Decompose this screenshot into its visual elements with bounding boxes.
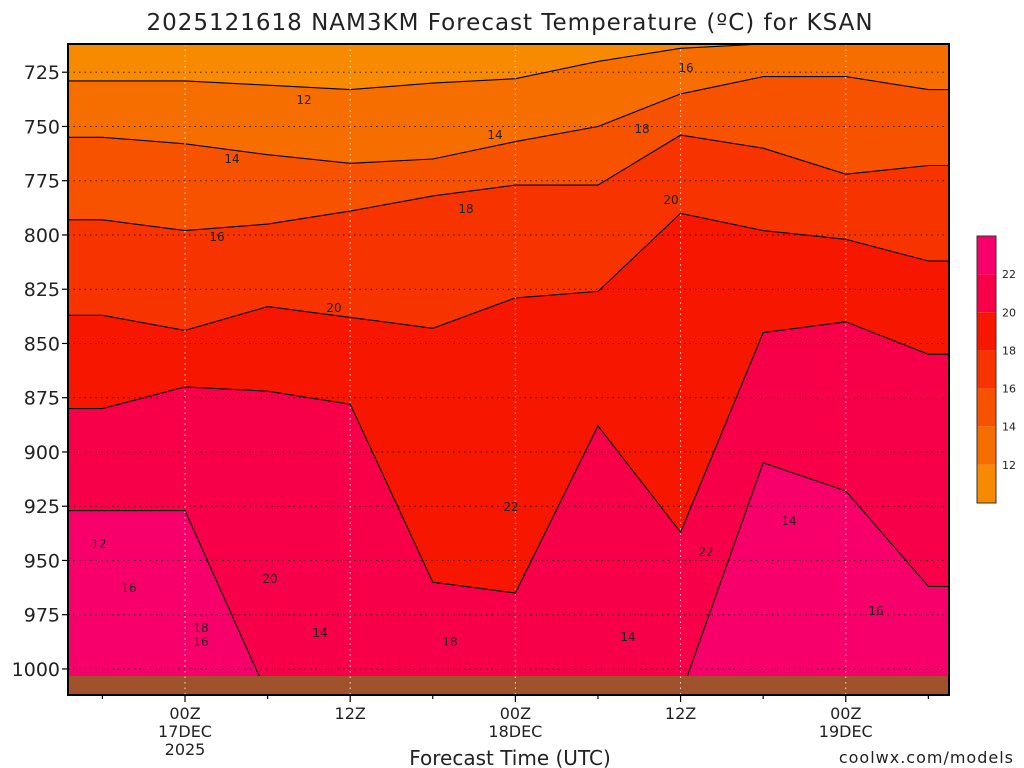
y-axis: 725 750 775 800 825 850 875 900 925 950 975 1000: [12, 62, 68, 681]
legend-swatch: [977, 274, 996, 313]
legend-swatch: [977, 464, 996, 503]
grid-lines: [68, 44, 949, 695]
ytick-label: 925: [24, 496, 60, 518]
xtick-label: 12Z: [335, 704, 366, 723]
x-axis-title: Forecast Time (UTC): [409, 746, 611, 768]
contour-label: 22: [698, 545, 713, 559]
legend-swatch: [977, 312, 996, 351]
contour-label: 14: [487, 128, 502, 142]
ground-mask: [68, 676, 949, 695]
legend-swatch: [977, 388, 996, 427]
contour-label: 14: [224, 152, 239, 166]
ytick-label: 800: [24, 225, 60, 247]
xtick-label: 17DEC: [158, 722, 212, 741]
ytick-label: 725: [24, 62, 60, 84]
legend-label: 12: [1002, 459, 1016, 472]
contour-label: 14: [781, 514, 796, 528]
legend-label: 20: [1002, 306, 1016, 319]
ytick-label: 900: [24, 442, 60, 464]
isotherm-20: [68, 321, 949, 594]
contour-label: 12: [296, 93, 311, 107]
contour-label: 16: [868, 604, 883, 618]
contour-label: 16: [209, 230, 224, 244]
isotherm-16: [68, 134, 949, 232]
ytick-label: 825: [24, 279, 60, 301]
xtick-label: 00Z: [500, 704, 531, 723]
plot-frame: [67, 43, 950, 696]
legend-swatch: [977, 350, 996, 389]
xtick-label: 2025: [165, 740, 206, 759]
contour-label: 18: [458, 202, 473, 216]
contour-label: 18: [193, 621, 208, 635]
contour-label: 20: [262, 572, 277, 586]
contour-label: 14: [620, 630, 635, 644]
ytick-label: 775: [24, 171, 60, 193]
xtick-label: 19DEC: [819, 722, 873, 741]
legend-swatch: [977, 236, 996, 275]
contour-label: 22: [503, 500, 518, 514]
legend-label: 14: [1002, 421, 1016, 434]
xtick-label: 12Z: [665, 704, 696, 723]
contour-label: 16: [678, 61, 693, 75]
ytick-label: 950: [24, 550, 60, 572]
temperature-bands: [68, 44, 949, 696]
credit-link[interactable]: coolwx.com/models: [839, 748, 1014, 767]
ytick-label: 750: [24, 116, 60, 138]
ytick-label: 975: [24, 605, 60, 627]
ytick-label: 875: [24, 388, 60, 410]
contour-label: 16: [193, 635, 208, 649]
chart-title: 2025121618 NAM3KM Forecast Temperature (…: [146, 10, 873, 36]
legend-swatch: [977, 426, 996, 465]
legend-label: 18: [1002, 344, 1016, 357]
contour-label: 20: [326, 301, 341, 315]
contour-label: 16: [121, 581, 136, 595]
contour-label: 18: [442, 635, 457, 649]
contour-label: 12: [91, 537, 106, 551]
contour-label: 14: [312, 626, 327, 640]
xtick-label: 18DEC: [488, 722, 542, 741]
contour-label: 18: [634, 122, 649, 136]
ytick-label: 1000: [12, 659, 60, 681]
band-above-22: [68, 462, 949, 695]
legend-label: 16: [1002, 383, 1016, 396]
colorbar-legend: 22 20 18 16 14 12: [976, 235, 1016, 504]
contour-label: 20: [663, 193, 678, 207]
legend-label: 22: [1002, 268, 1016, 281]
xtick-label: 00Z: [169, 704, 200, 723]
ytick-label: 850: [24, 333, 60, 355]
legend-border: [976, 235, 997, 504]
xtick-label: 00Z: [830, 704, 861, 723]
